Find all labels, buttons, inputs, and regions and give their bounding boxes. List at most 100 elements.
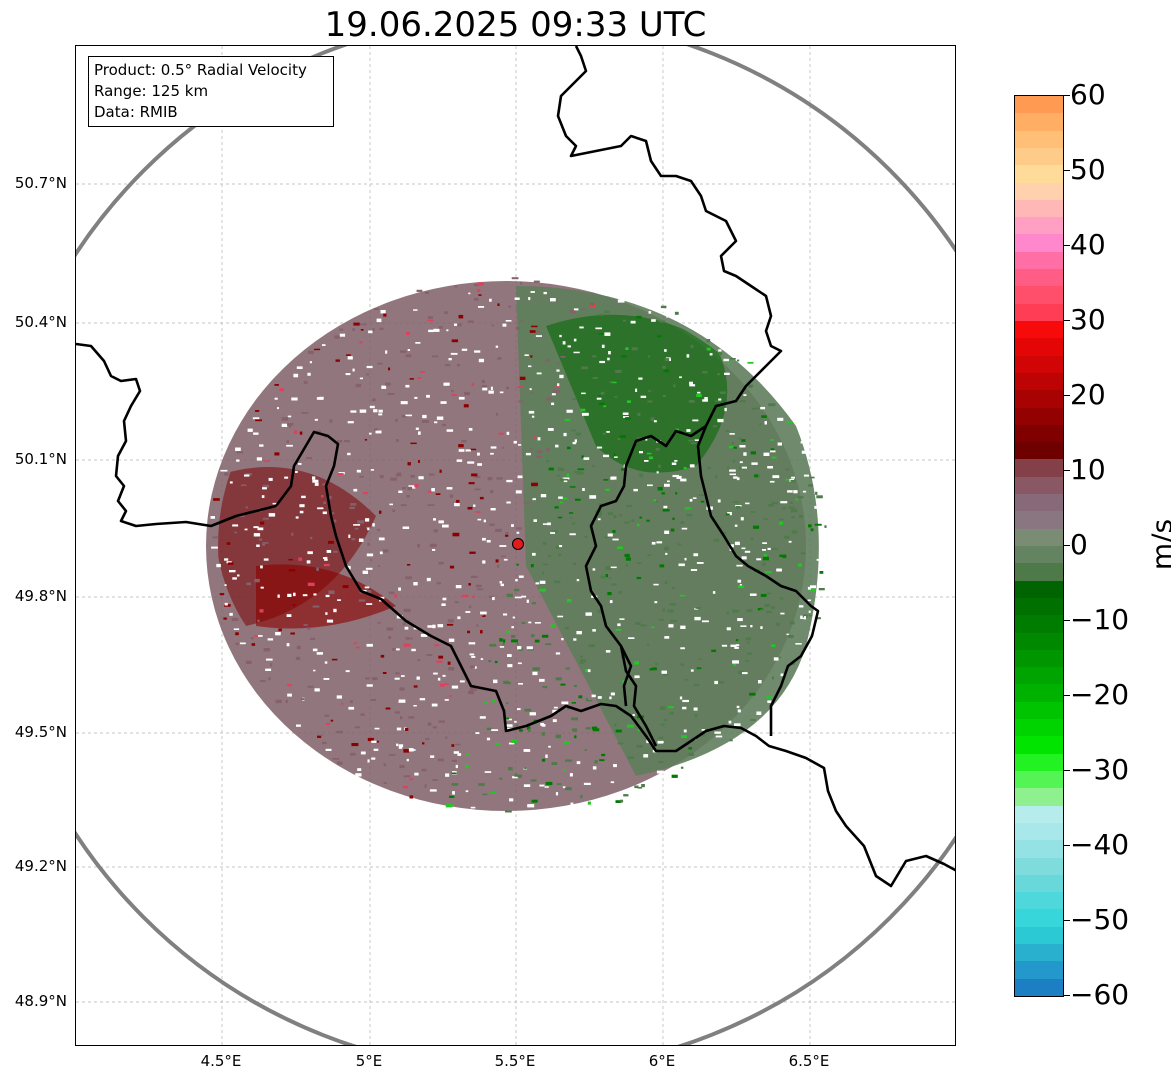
echo-speckle (339, 328, 344, 331)
echo-speckle (336, 695, 342, 699)
echo-speckle (555, 792, 559, 796)
echo-speckle (565, 759, 572, 762)
echo-speckle (438, 655, 444, 659)
echo-speckle (426, 577, 431, 582)
echo-speckle (471, 382, 475, 386)
colorbar-segment (1015, 857, 1063, 876)
echo-speckle (438, 520, 444, 524)
echo-speckle (478, 783, 485, 786)
echo-speckle (277, 594, 280, 598)
echo-speckle (610, 781, 615, 784)
echo-speckle (401, 675, 405, 677)
echo-speckle (619, 618, 625, 620)
echo-speckle (262, 487, 267, 490)
echo-speckle (780, 501, 788, 504)
echo-speckle (679, 696, 683, 700)
echo-speckle (604, 536, 610, 539)
echo-speckle (357, 520, 364, 524)
echo-speckle (599, 360, 605, 364)
colorbar-tick-mark (1064, 770, 1070, 771)
echo-speckle (585, 727, 592, 730)
echo-speckle (653, 499, 657, 502)
echo-speckle (262, 542, 269, 544)
echo-speckle (607, 533, 613, 537)
colorbar-tick-mark (1064, 695, 1070, 696)
echo-speckle (490, 446, 497, 449)
echo-speckle (711, 649, 717, 652)
echo-speckle (610, 476, 615, 480)
echo-speckle (740, 400, 746, 403)
echo-speckle (619, 435, 626, 439)
echo-speckle (398, 587, 401, 591)
echo-speckle (352, 368, 355, 372)
colorbar-tick-mark (1064, 545, 1070, 546)
radar-map[interactable] (75, 45, 956, 1046)
echo-speckle (491, 729, 499, 731)
echo-speckle (455, 585, 462, 589)
colorbar-segment (1015, 147, 1063, 167)
echo-speckle (532, 552, 536, 556)
echo-speckle (410, 475, 415, 478)
echo-speckle (604, 332, 611, 336)
echo-speckle (556, 300, 559, 302)
echo-speckle (454, 285, 458, 288)
echo-speckle (496, 412, 499, 416)
colorbar-segment (1015, 407, 1063, 426)
echo-speckle (546, 397, 552, 401)
echo-speckle (229, 570, 236, 573)
echo-speckle (486, 737, 491, 741)
echo-speckle (732, 660, 739, 664)
echo-speckle (489, 523, 495, 526)
echo-speckle (603, 479, 609, 481)
echo-speckle (470, 806, 476, 809)
echo-speckle (480, 630, 483, 634)
colorbar-segment (1015, 753, 1063, 772)
echo-speckle (518, 647, 523, 651)
echo-speckle (416, 676, 420, 680)
echo-speckle (507, 664, 513, 668)
echo-speckle (639, 516, 643, 519)
echo-speckle (803, 474, 809, 477)
echo-speckle (321, 495, 324, 498)
echo-speckle (226, 561, 232, 564)
echo-speckle (300, 698, 305, 701)
echo-speckle (680, 521, 685, 525)
echo-speckle (444, 311, 448, 314)
echo-speckle (448, 667, 455, 671)
colorbar-segment (1015, 892, 1063, 911)
echo-speckle (611, 583, 617, 586)
echo-speckle (366, 603, 373, 605)
echo-speckle (505, 532, 509, 536)
echo-speckle (220, 469, 228, 472)
echo-speckle (613, 453, 616, 457)
echo-speckle (495, 345, 499, 348)
echo-speckle (245, 473, 252, 476)
echo-speckle (679, 376, 682, 379)
echo-speckle (625, 504, 633, 508)
echo-speckle (231, 617, 239, 622)
echo-speckle (489, 298, 492, 302)
echo-speckle (637, 786, 643, 789)
echo-speckle (718, 681, 725, 684)
echo-speckle (439, 469, 442, 473)
echo-speckle (737, 437, 742, 440)
echo-speckle (786, 633, 789, 636)
colorbar-tick-label: 0 (1070, 528, 1088, 561)
echo-speckle (619, 799, 624, 803)
echo-speckle (744, 550, 751, 553)
echo-speckle (580, 408, 586, 412)
echo-speckle (428, 329, 434, 333)
echo-speckle (558, 553, 562, 557)
echo-speckle (660, 723, 665, 726)
echo-speckle (696, 562, 704, 564)
echo-speckle (418, 431, 421, 435)
echo-speckle (486, 727, 492, 731)
echo-speckle (790, 501, 793, 504)
echo-speckle (449, 795, 455, 798)
echo-speckle (484, 701, 488, 705)
echo-speckle (599, 759, 605, 762)
echo-speckle (558, 467, 565, 471)
radar-site-marker[interactable] (512, 538, 524, 550)
echo-speckle (251, 643, 256, 646)
echo-speckle (671, 462, 677, 465)
